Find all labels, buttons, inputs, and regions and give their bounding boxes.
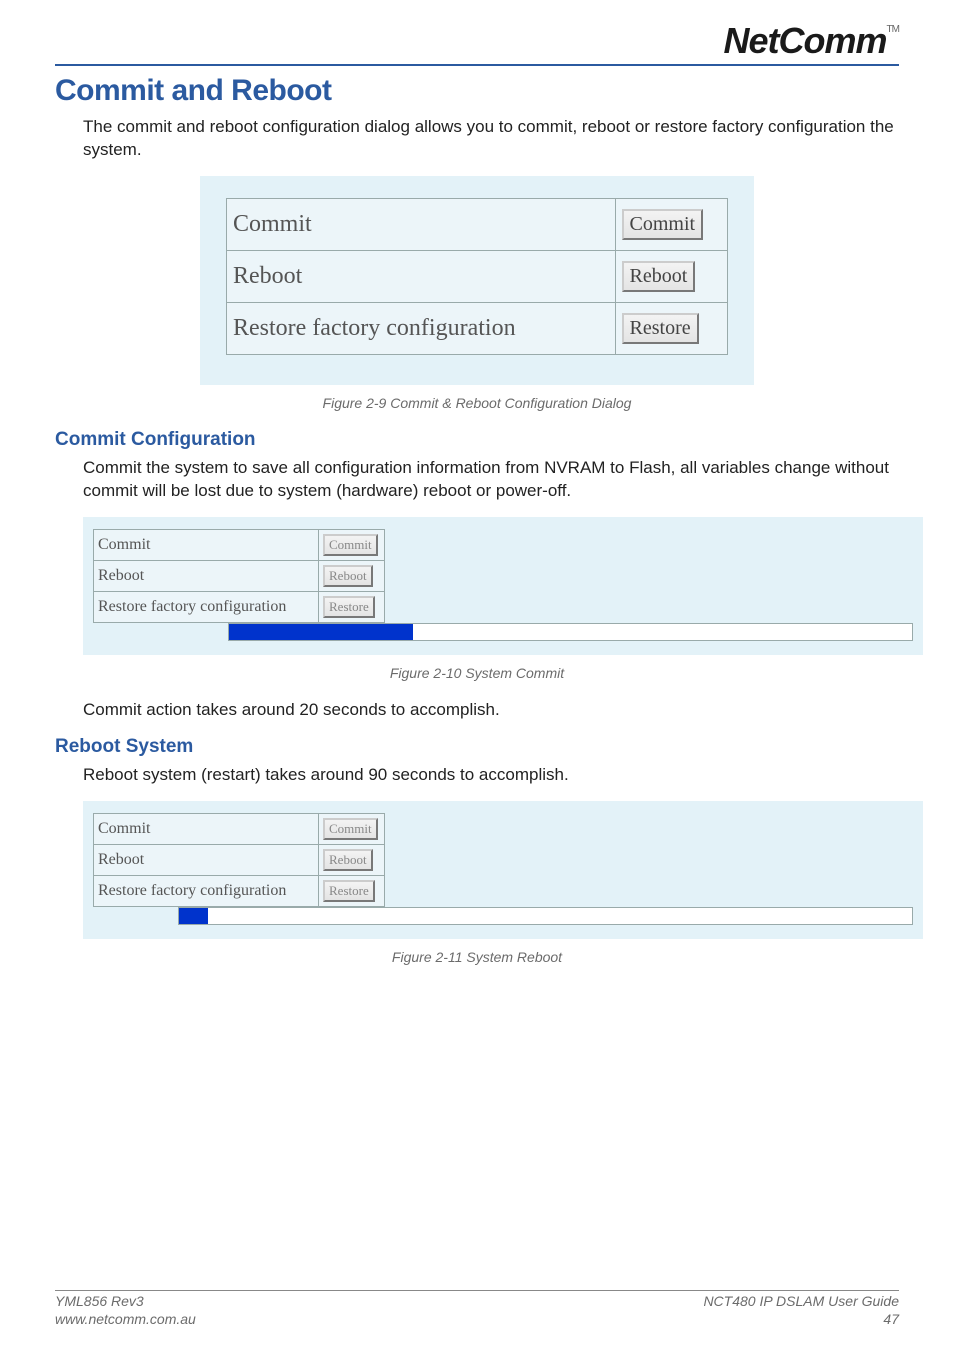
figure-caption-2: Figure 2-10 System Commit (55, 665, 899, 681)
brand-logo: NetCommTM (724, 20, 899, 62)
sm2-commit-button[interactable]: Commit (323, 818, 378, 840)
dialog-btncell-restore: Restore (615, 302, 727, 354)
sm2-btncell-reboot: Reboot (319, 844, 385, 875)
commit-progress-fill (229, 624, 413, 640)
brand-logo-text: NetComm (724, 20, 887, 61)
sm-label-restore: Restore factory configuration (94, 591, 319, 622)
reboot-text: Reboot system (restart) takes around 90 … (83, 764, 899, 787)
dialog-small-reboot-table: Commit Commit Reboot Reboot Restore fact… (93, 813, 385, 907)
progress-spacer (93, 623, 228, 641)
commit-text: Commit the system to save all configurat… (83, 457, 899, 503)
sm2-label-restore: Restore factory configuration (94, 875, 319, 906)
trademark-symbol: TM (887, 24, 899, 35)
reboot-progress-row (93, 907, 913, 925)
page-title: Commit and Reboot (55, 74, 899, 108)
dialog-label-reboot: Reboot (227, 250, 616, 302)
dialog-btncell-reboot: Reboot (615, 250, 727, 302)
commit-note: Commit action takes around 20 seconds to… (83, 699, 899, 722)
footer-right: NCT480 IP DSLAM User Guide 47 (703, 1293, 899, 1328)
dialog-row-commit: Commit Commit (227, 198, 728, 250)
header-logo-row: NetCommTM (55, 20, 899, 62)
dialog-small-commit: Commit Commit Reboot Reboot Restore fact… (83, 517, 923, 655)
dialog-large-table: Commit Commit Reboot Reboot Restore fact… (226, 198, 728, 355)
sm2-label-commit: Commit (94, 813, 319, 844)
progress-spacer (93, 907, 178, 925)
sm2-restore-button[interactable]: Restore (323, 880, 375, 902)
dialog-large: Commit Commit Reboot Reboot Restore fact… (200, 176, 754, 385)
sm-commit-button[interactable]: Commit (323, 534, 378, 556)
reboot-progress-fill (179, 908, 208, 924)
dialog-label-restore: Restore factory configuration (227, 302, 616, 354)
sm-label-commit: Commit (94, 529, 319, 560)
footer-left: YML856 Rev3 www.netcomm.com.au (55, 1293, 196, 1328)
dialog-row-restore: Restore factory configuration Restore (227, 302, 728, 354)
sm2-btncell-restore: Restore (319, 875, 385, 906)
intro-text: The commit and reboot configuration dial… (83, 116, 899, 162)
dialog-label-commit: Commit (227, 198, 616, 250)
sm-row-restore: Restore factory configuration Restore (94, 591, 385, 622)
sm2-row-reboot: Reboot Reboot (94, 844, 385, 875)
page-footer: YML856 Rev3 www.netcomm.com.au NCT480 IP… (55, 1290, 899, 1328)
footer-rev: YML856 Rev3 (55, 1293, 196, 1311)
sm-reboot-button[interactable]: Reboot (323, 565, 373, 587)
sm-row-commit: Commit Commit (94, 529, 385, 560)
reboot-heading: Reboot System (55, 736, 899, 758)
commit-heading: Commit Configuration (55, 429, 899, 451)
commit-progress-track (228, 623, 913, 641)
dialog-small-commit-table: Commit Commit Reboot Reboot Restore fact… (93, 529, 385, 623)
reboot-button[interactable]: Reboot (622, 261, 696, 292)
sm-restore-button[interactable]: Restore (323, 596, 375, 618)
figure-caption-3: Figure 2-11 System Reboot (55, 949, 899, 965)
sm2-label-reboot: Reboot (94, 844, 319, 875)
sm2-reboot-button[interactable]: Reboot (323, 849, 373, 871)
reboot-progress-track (178, 907, 913, 925)
header-rule (55, 64, 899, 66)
figure-caption-1: Figure 2-9 Commit & Reboot Configuration… (55, 395, 899, 411)
dialog-small-reboot: Commit Commit Reboot Reboot Restore fact… (83, 801, 923, 939)
dialog-row-reboot: Reboot Reboot (227, 250, 728, 302)
sm2-row-commit: Commit Commit (94, 813, 385, 844)
sm-btncell-commit: Commit (319, 529, 385, 560)
footer-guide: NCT480 IP DSLAM User Guide (703, 1293, 899, 1311)
sm-label-reboot: Reboot (94, 560, 319, 591)
footer-page: 47 (703, 1311, 899, 1329)
commit-progress-row (93, 623, 913, 641)
sm2-row-restore: Restore factory configuration Restore (94, 875, 385, 906)
sm-row-reboot: Reboot Reboot (94, 560, 385, 591)
footer-url: www.netcomm.com.au (55, 1311, 196, 1329)
sm-btncell-restore: Restore (319, 591, 385, 622)
dialog-btncell-commit: Commit (615, 198, 727, 250)
commit-button[interactable]: Commit (622, 209, 704, 240)
sm2-btncell-commit: Commit (319, 813, 385, 844)
sm-btncell-reboot: Reboot (319, 560, 385, 591)
restore-button[interactable]: Restore (622, 313, 699, 344)
